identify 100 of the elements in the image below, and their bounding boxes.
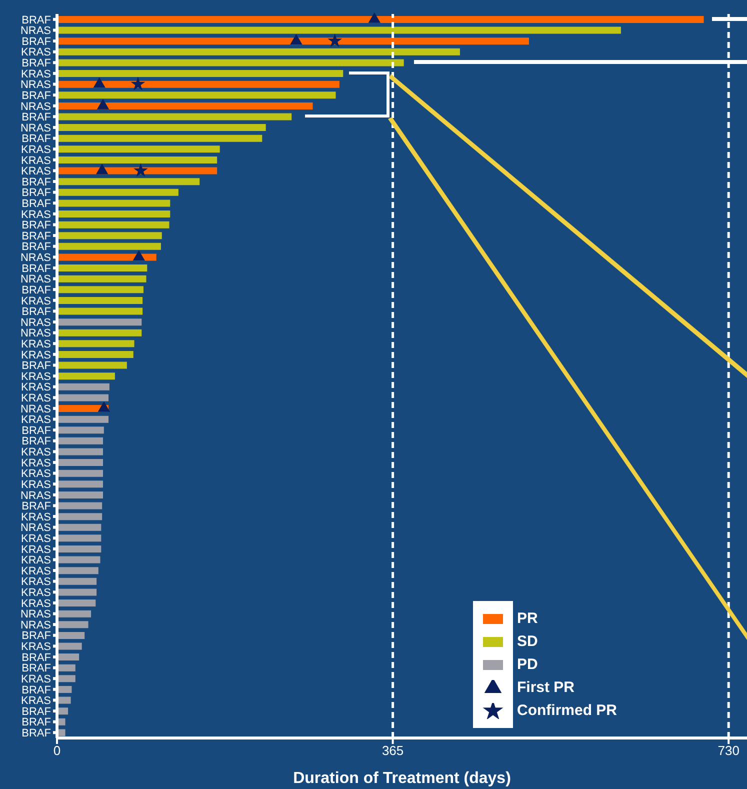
- y-tick-label: KRAS: [21, 382, 51, 394]
- y-tick-label: BRAF: [22, 14, 52, 26]
- point: [134, 163, 148, 177]
- y-tick-label: NRAS: [20, 79, 51, 92]
- bar: [57, 632, 85, 639]
- y-tick-label: KRAS: [21, 457, 51, 470]
- point: [328, 33, 342, 48]
- bar: [57, 556, 100, 564]
- y-tick-label: KRAS: [21, 144, 51, 156]
- bar: [57, 372, 115, 380]
- y-tick-label: KRAS: [21, 641, 51, 654]
- bar: [57, 38, 529, 45]
- bar: [57, 664, 76, 672]
- bar: [57, 567, 98, 574]
- bar: [57, 113, 292, 120]
- point: [96, 98, 110, 110]
- y-tick-label: BRAF: [22, 306, 52, 318]
- point: [132, 250, 145, 261]
- x-tick-label: 730: [718, 743, 740, 758]
- bar: [57, 275, 146, 282]
- y-tick-label: KRAS: [21, 695, 51, 708]
- bar: [57, 167, 218, 174]
- y-tick-label: BRAF: [22, 133, 52, 146]
- y-tick-label: BRAF: [22, 716, 52, 729]
- y-tick-label: KRAS: [21, 295, 51, 308]
- bar: [57, 524, 102, 531]
- bar: [57, 437, 103, 444]
- bar: [57, 102, 313, 110]
- bar: [57, 59, 404, 66]
- point: [98, 401, 110, 412]
- bar: [57, 26, 621, 34]
- y-tick-label: BRAF: [22, 360, 52, 372]
- y-tick-label: KRAS: [21, 392, 51, 405]
- bar: [57, 308, 143, 315]
- y-tick-label: NRAS: [20, 403, 51, 416]
- y-tick-label: NRAS: [20, 619, 51, 632]
- y-tick-label: BRAF: [22, 706, 52, 718]
- bar: [57, 254, 156, 261]
- legend-label: Confirmed PR: [517, 701, 618, 721]
- y-tick-label: BRAF: [22, 728, 52, 740]
- y-tick-label: KRAS: [21, 349, 51, 362]
- bar: [57, 534, 102, 542]
- y-tick-label: KRAS: [21, 673, 51, 686]
- bar: [57, 642, 82, 650]
- bar: [57, 491, 103, 498]
- y-tick-label: KRAS: [21, 208, 51, 221]
- bar: [57, 513, 102, 520]
- x-axis-title: Duration of Treatment (days): [293, 770, 511, 787]
- legend-label: First PR: [517, 678, 576, 698]
- y-tick-label: BRAF: [22, 284, 52, 296]
- y-tick-label: KRAS: [21, 598, 51, 610]
- y-tick-label: BRAF: [22, 262, 52, 275]
- y-tick-label: KRAS: [21, 446, 51, 459]
- y-tick-label: KRAS: [21, 68, 51, 80]
- y-tick-label: NRAS: [20, 522, 51, 534]
- y-tick-label: BRAF: [22, 424, 52, 437]
- y-tick-label: KRAS: [21, 511, 51, 524]
- bar: [57, 296, 143, 304]
- bar: [57, 448, 103, 456]
- bar: [57, 318, 142, 326]
- y-tick-label: BRAF: [22, 187, 52, 200]
- y-tick-label: KRAS: [21, 414, 51, 426]
- y-tick-label: BRAF: [22, 630, 52, 642]
- point: [290, 34, 302, 45]
- bar: [57, 178, 200, 186]
- bar: [57, 394, 109, 402]
- bar: [57, 221, 170, 228]
- y-tick-label: KRAS: [21, 166, 51, 178]
- bar: [57, 426, 104, 434]
- bar: [57, 124, 266, 132]
- bar: [57, 232, 162, 240]
- bar: [57, 545, 102, 552]
- bar: [57, 242, 161, 250]
- bar: [57, 340, 134, 348]
- y-tick-label: BRAF: [22, 684, 52, 696]
- bar: [57, 480, 103, 488]
- y-tick-label: NRAS: [20, 122, 51, 134]
- bar: [57, 350, 134, 358]
- y-tick-label: NRAS: [20, 100, 51, 113]
- y-tick-label: BRAF: [22, 36, 52, 48]
- y-tick-label: KRAS: [21, 46, 51, 59]
- bar: [57, 146, 220, 153]
- bar: [57, 470, 103, 477]
- y-tick-label: NRAS: [20, 608, 51, 621]
- bar: [57, 80, 340, 88]
- y-tick-label: KRAS: [21, 478, 51, 491]
- bar: [57, 200, 170, 207]
- y-tick-label: KRAS: [21, 154, 51, 167]
- y-tick-label: KRAS: [21, 532, 51, 545]
- y-tick-label: KRAS: [21, 468, 51, 480]
- bar: [57, 621, 88, 628]
- bar: [57, 286, 144, 294]
- bar: [57, 600, 96, 607]
- x-tick-label: 365: [382, 743, 404, 758]
- bar: [57, 156, 218, 164]
- point: [96, 164, 108, 174]
- point: [368, 12, 380, 23]
- y-tick-label: NRAS: [20, 490, 51, 502]
- y-tick-label: NRAS: [20, 328, 51, 340]
- bar: [57, 459, 103, 466]
